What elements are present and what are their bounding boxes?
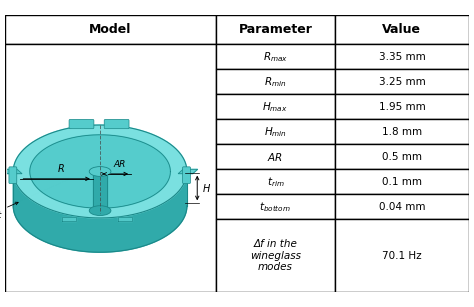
- Text: $t_{rim}$: $t_{rim}$: [266, 175, 284, 189]
- Polygon shape: [335, 15, 469, 44]
- Text: $t_{bottom}$: $t_{bottom}$: [259, 200, 291, 214]
- Polygon shape: [335, 144, 469, 169]
- Polygon shape: [216, 169, 335, 194]
- Text: Parameter: Parameter: [238, 23, 312, 36]
- Polygon shape: [335, 119, 469, 144]
- Polygon shape: [335, 44, 469, 69]
- Polygon shape: [335, 69, 469, 94]
- Text: 3.25 mm: 3.25 mm: [379, 77, 425, 87]
- Polygon shape: [216, 119, 335, 144]
- Text: $AR$: $AR$: [267, 151, 283, 163]
- Polygon shape: [216, 94, 335, 119]
- Text: $R_{max}$: $R_{max}$: [263, 50, 288, 64]
- Text: 0.1 mm: 0.1 mm: [382, 177, 422, 187]
- Polygon shape: [5, 44, 216, 292]
- Polygon shape: [335, 169, 469, 194]
- Polygon shape: [216, 15, 335, 44]
- Polygon shape: [335, 220, 469, 292]
- Polygon shape: [216, 44, 335, 69]
- Text: $H_{max}$: $H_{max}$: [263, 100, 288, 114]
- Text: 0.5 mm: 0.5 mm: [382, 152, 422, 162]
- Text: $R_{min}$: $R_{min}$: [264, 75, 286, 89]
- Text: Δf in the
wineglass
modes: Δf in the wineglass modes: [250, 239, 301, 272]
- Polygon shape: [216, 69, 335, 94]
- Text: 0.04 mm: 0.04 mm: [379, 202, 425, 212]
- Polygon shape: [216, 220, 335, 292]
- Polygon shape: [5, 15, 216, 44]
- Polygon shape: [335, 194, 469, 220]
- Text: Model: Model: [89, 23, 132, 36]
- Polygon shape: [216, 194, 335, 220]
- Text: 1.95 mm: 1.95 mm: [379, 102, 425, 112]
- Text: Value: Value: [383, 23, 421, 36]
- Text: 1.8 mm: 1.8 mm: [382, 127, 422, 137]
- Polygon shape: [335, 94, 469, 119]
- Text: 3.35 mm: 3.35 mm: [379, 52, 425, 62]
- Polygon shape: [216, 144, 335, 169]
- Text: $H_{min}$: $H_{min}$: [264, 125, 287, 139]
- Text: 70.1 Hz: 70.1 Hz: [382, 251, 422, 261]
